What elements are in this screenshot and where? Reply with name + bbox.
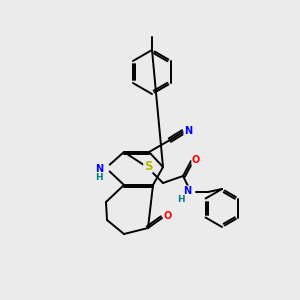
Text: H: H <box>95 173 103 182</box>
Text: O: O <box>192 155 200 165</box>
Text: S: S <box>144 160 152 172</box>
Text: N: N <box>95 164 103 174</box>
Text: O: O <box>164 211 172 221</box>
Text: N: N <box>184 126 192 136</box>
Text: N: N <box>183 186 191 196</box>
Text: H: H <box>177 196 185 205</box>
